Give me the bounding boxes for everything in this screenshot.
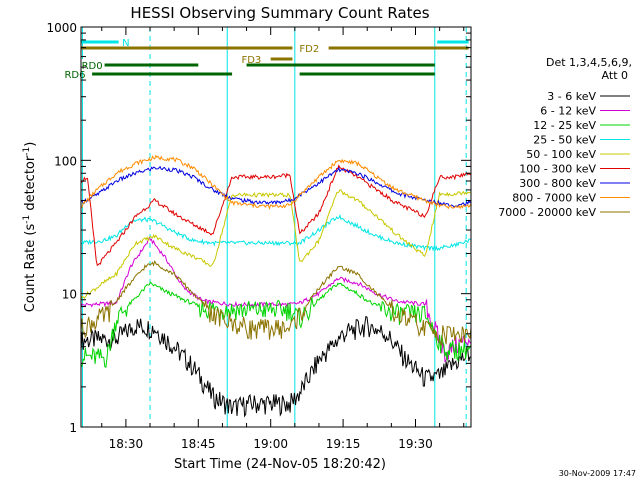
flag-label-bg-2	[238, 53, 264, 65]
y-tick-label-2: 100	[54, 154, 77, 168]
series-line-1	[80, 236, 472, 363]
x-axis-label: Start Time (24-Nov-05 18:20:42)	[174, 457, 386, 472]
y-tick-label-3: 1000	[46, 21, 77, 35]
series-line-7	[80, 154, 472, 211]
y-axis-label-mid: detector	[23, 155, 38, 215]
series-line-2	[80, 281, 472, 368]
y-axis-label-sup1: -1	[22, 215, 32, 224]
y-axis-label: Count Rate (s-1 detector-1)	[22, 142, 38, 313]
legend-label-0: 3 - 6 keV	[547, 90, 596, 103]
flag-label-3: RD0	[82, 61, 103, 72]
legend-label-3: 25 - 50 keV	[533, 134, 596, 147]
legend-label-2: 12 - 25 keV	[533, 119, 596, 132]
flag-label-2: FD3	[241, 55, 261, 66]
flag-label-4: RD6	[64, 70, 85, 81]
legend-label-1: 6 - 12 keV	[540, 105, 596, 118]
legend-label-8: 7000 - 20000 keV	[498, 206, 596, 219]
y-axis-label-end: )	[23, 142, 38, 147]
y-axis-label-main: Count Rate (s	[23, 224, 38, 313]
flag-label-bg-0	[120, 36, 132, 48]
series-line-5	[80, 164, 472, 267]
timestamp: 30-Nov-2009 17:47	[559, 469, 636, 478]
flag-label-bg-3	[79, 59, 105, 71]
x-axis-ticks: 18:30 18:45 19:00 19:15 19:30	[101, 27, 465, 451]
y-tick-label-1: 10	[62, 288, 77, 302]
series-line-0	[80, 315, 472, 418]
legend-title-line1: Det 1,3,4,5,6,9,	[546, 56, 632, 69]
y-axis-label-sup2: -1	[22, 147, 32, 156]
x-tick-label-2: 19:00	[253, 437, 288, 451]
x-tick-label-3: 19:15	[326, 437, 361, 451]
chart-title: HESSI Observing Summary Count Rates	[130, 4, 429, 22]
flag-label-0: N	[122, 38, 129, 49]
legend-label-5: 100 - 300 keV	[519, 163, 596, 176]
x-tick-label-1: 18:45	[181, 437, 216, 451]
series-line-8	[80, 259, 472, 346]
legend-label-4: 50 - 100 keV	[526, 148, 596, 161]
legend: Det 1,3,4,5,6,9, Att 0 3 - 6 keV 6 - 12 k…	[498, 56, 632, 219]
flag-label-bg-1	[296, 42, 322, 54]
x-tick-label-4: 19:30	[398, 437, 433, 451]
x-tick-label-0: 18:30	[109, 437, 144, 451]
series-line-3	[80, 213, 472, 252]
legend-label-6: 300 - 800 keV	[519, 177, 596, 190]
y-tick-label-0: 1	[69, 421, 77, 435]
axes	[80, 26, 472, 428]
axes-frame	[80, 26, 472, 428]
series-line-6	[80, 165, 472, 208]
y-axis-ticks: 1 10 100 1000	[46, 21, 471, 435]
flag-label-1: FD2	[299, 44, 319, 55]
legend-label-7: 800 - 7000 keV	[512, 192, 596, 205]
legend-title-line2: Att 0	[602, 69, 628, 82]
series-line-4	[80, 189, 472, 300]
